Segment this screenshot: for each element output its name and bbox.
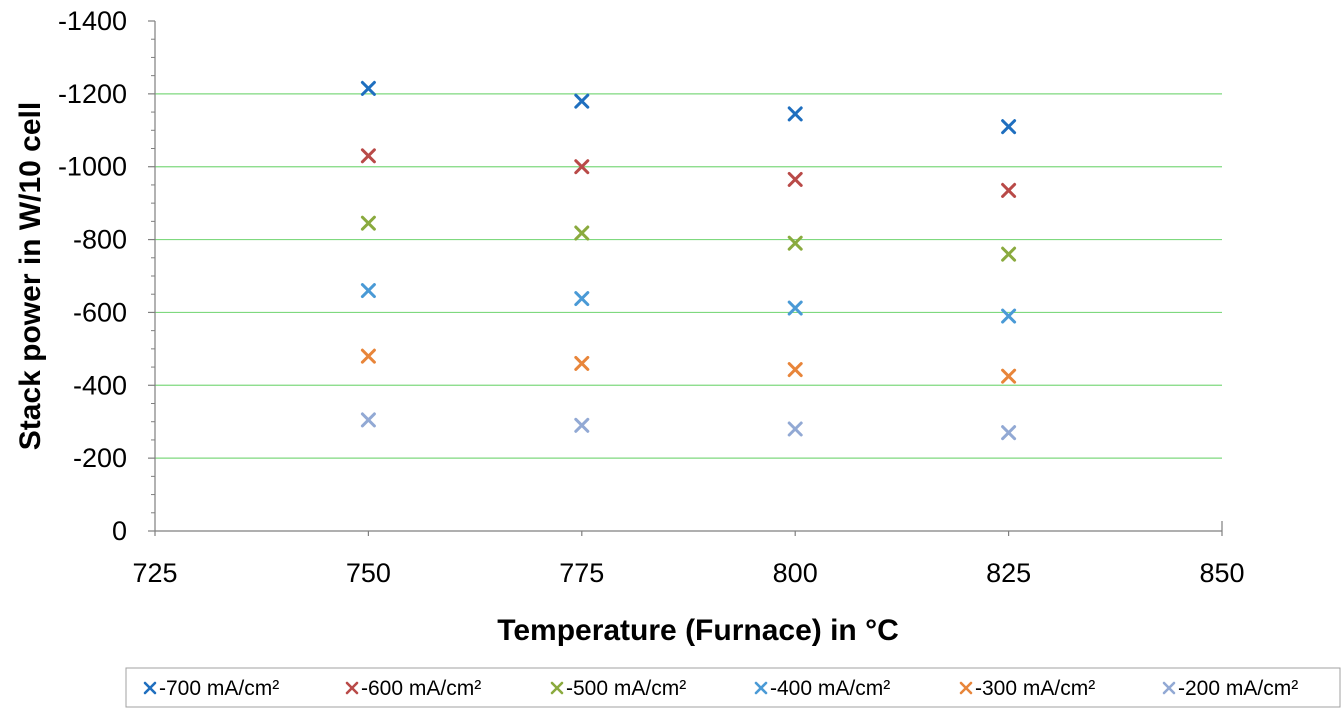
legend-marker [754, 681, 768, 695]
legend-box [125, 667, 1341, 708]
data-point [360, 283, 376, 299]
data-points [360, 80, 1017, 441]
data-point [574, 355, 590, 371]
gridlines [155, 93, 1222, 459]
data-point [574, 225, 590, 241]
legend-label: -600 mA/cm² [361, 677, 481, 700]
tick-labels: 0 -200 -400 -600 -800 -1000 -1200 -1400 725 750 77… [58, 6, 1245, 588]
y-tick-label: -800 [73, 225, 127, 255]
data-point [1001, 119, 1017, 135]
data-point [787, 421, 803, 437]
data-point [360, 80, 376, 96]
data-point [574, 159, 590, 175]
data-point [787, 362, 803, 378]
y-tick-label: -1400 [58, 6, 127, 36]
legend-item: -700 mA/cm² [143, 677, 279, 700]
y-tick-label: -1000 [58, 152, 127, 182]
data-point [574, 291, 590, 307]
legend-marker [1162, 681, 1176, 695]
data-point [1001, 246, 1017, 262]
y-tick-label: -600 [73, 297, 127, 327]
data-point [787, 106, 803, 122]
y-tick-label: -400 [73, 370, 127, 400]
data-point [1001, 425, 1017, 441]
data-point [1001, 182, 1017, 198]
x-tick-label: 750 [346, 558, 391, 588]
legend-item: -300 mA/cm² [959, 677, 1095, 700]
y-tick-label: -200 [73, 443, 127, 473]
x-tick-label: 850 [1199, 558, 1244, 588]
legend-item: -500 mA/cm² [550, 677, 686, 700]
data-point [574, 417, 590, 433]
legend-marker [959, 681, 973, 695]
y-axis-title: Stack power in W/10 cell [14, 102, 47, 450]
data-point [787, 235, 803, 251]
legend-item: -600 mA/cm² [345, 677, 481, 700]
data-point [360, 412, 376, 428]
legend-item: -200 mA/cm² [1162, 677, 1298, 700]
data-point [787, 300, 803, 316]
legend-label: -300 mA/cm² [975, 677, 1095, 700]
legend-item: -400 mA/cm² [754, 677, 890, 700]
legend-marker [143, 681, 157, 695]
legend-label: -400 mA/cm² [770, 677, 890, 700]
data-point [1001, 368, 1017, 384]
x-axis-title: Temperature (Furnace) in °C [497, 614, 899, 647]
data-point [360, 148, 376, 164]
data-point [787, 171, 803, 187]
x-tick-label: 725 [132, 558, 177, 588]
legend-label: -700 mA/cm² [159, 677, 279, 700]
data-point [360, 348, 376, 364]
x-tick-label: 775 [559, 558, 604, 588]
legend-label: -200 mA/cm² [1178, 677, 1298, 700]
data-point [574, 93, 590, 109]
x-tick-label: 800 [773, 558, 818, 588]
axes [148, 20, 1223, 536]
y-tick-label: -1200 [58, 79, 127, 109]
data-point [1001, 308, 1017, 324]
y-tick-label: 0 [112, 516, 127, 546]
legend-marker [550, 681, 564, 695]
legend-label: -500 mA/cm² [566, 677, 686, 700]
data-point [360, 215, 376, 231]
legend: -700 mA/cm² -600 mA/cm² -500 mA/cm² -400 mA… [125, 667, 1341, 708]
x-tick-label: 825 [986, 558, 1031, 588]
legend-marker [345, 681, 359, 695]
